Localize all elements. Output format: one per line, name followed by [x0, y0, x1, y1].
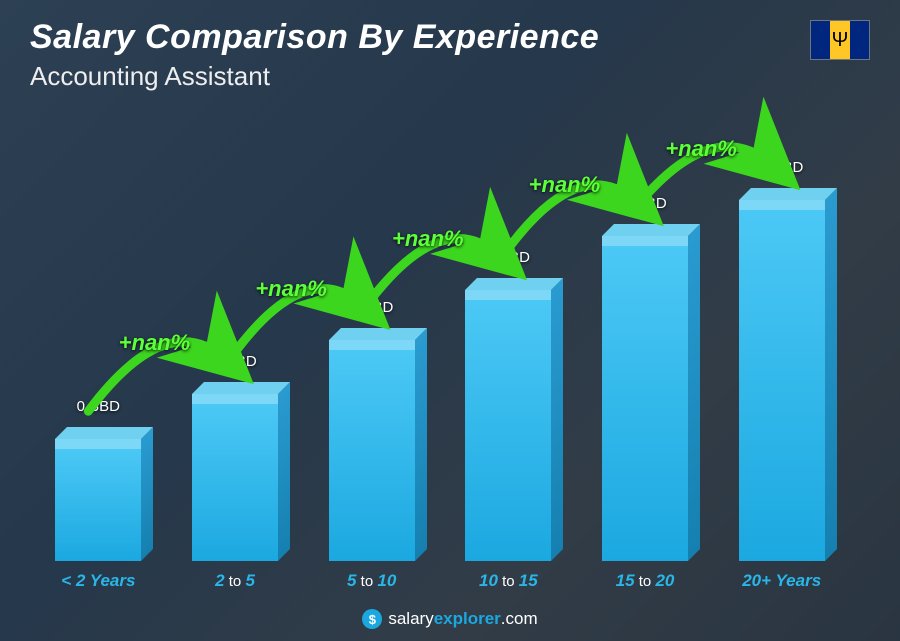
brand-accent: explorer — [434, 609, 501, 628]
xaxis-item: 15 to 20 — [577, 571, 714, 591]
flag-stripe — [850, 21, 869, 59]
xaxis-item: < 2 Years — [30, 571, 167, 591]
xaxis-item: 5 to 10 — [303, 571, 440, 591]
page-title: Salary Comparison By Experience — [30, 18, 599, 57]
xaxis-item: 2 to 5 — [167, 571, 304, 591]
bar-chart: 0 BBD 0 BBD 0 BBD 0 BBD 0 BBD 0 BBD — [30, 110, 850, 561]
flag-stripe: Ψ — [830, 21, 849, 59]
arrow-label: +nan% — [665, 136, 737, 162]
brand-suffix: .com — [501, 609, 538, 628]
brand-plain: salary — [388, 609, 433, 628]
arrow-icon — [30, 110, 850, 561]
flag-stripe — [811, 21, 830, 59]
trident-icon: Ψ — [832, 30, 849, 50]
logo-icon: $ — [362, 609, 382, 629]
xaxis-item: 20+ Years — [713, 571, 850, 591]
header: Salary Comparison By Experience Accounti… — [30, 18, 599, 92]
page-subtitle: Accounting Assistant — [30, 61, 599, 92]
xaxis-item: 10 to 15 — [440, 571, 577, 591]
brand-text: salaryexplorer.com — [388, 609, 537, 629]
footer: $ salaryexplorer.com — [0, 609, 900, 629]
xaxis: < 2 Years2 to 55 to 1010 to 1515 to 2020… — [30, 571, 850, 591]
country-flag: Ψ — [810, 20, 870, 60]
